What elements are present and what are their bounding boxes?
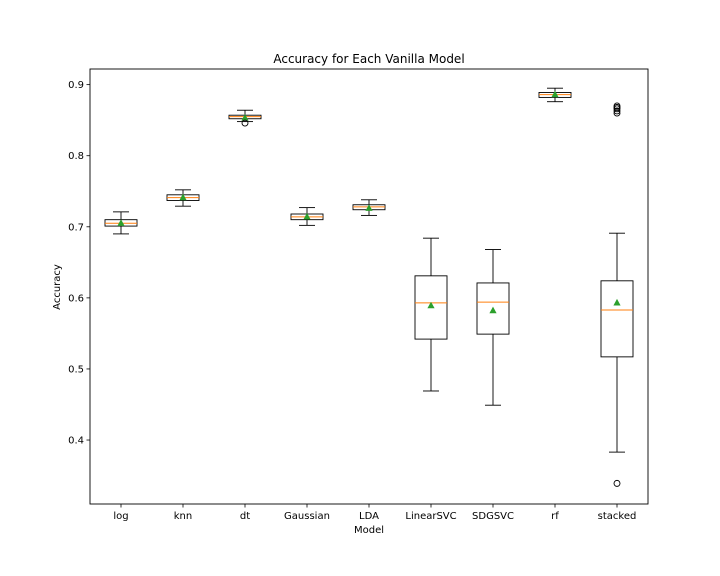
mean-marker (365, 204, 373, 211)
x-tick-label: LDA (359, 511, 379, 522)
mean-marker (303, 212, 311, 220)
iqr-box (414, 275, 448, 340)
x-tick-label: LinearSVC (405, 511, 456, 522)
x-tick-label: log (113, 511, 128, 522)
axes-frame (89, 68, 649, 505)
box-Gaussian (290, 207, 324, 226)
box-log (104, 211, 138, 235)
y-axis-ticks: 0.4 0.5 0.6 0.7 0.8 0.9 (68, 80, 90, 447)
mean-marker (551, 90, 559, 98)
outlier-point (241, 119, 249, 127)
outlier-point (613, 102, 621, 110)
box-LDA (352, 199, 386, 216)
mean-marker (613, 298, 621, 306)
mean-marker (427, 301, 435, 309)
iqr-box (600, 280, 634, 358)
outlier-point (613, 107, 621, 115)
box-knn (166, 189, 200, 207)
y-tick-label: 0.4 (68, 436, 84, 447)
x-tick-label: dt (240, 511, 250, 522)
mean-marker (241, 114, 249, 121)
y-tick-label: 0.9 (68, 80, 84, 91)
x-tick-label: rf (551, 511, 559, 522)
chart-title: Accuracy for Each Vanilla Model (273, 52, 464, 66)
x-tick-label: knn (174, 511, 192, 522)
box-LinearSVC (414, 237, 448, 392)
x-axis-label: Model (354, 525, 384, 536)
box-rf (538, 87, 572, 103)
y-tick-label: 0.5 (68, 364, 84, 375)
iqr-box (476, 282, 510, 335)
y-axis-label: Accuracy (52, 264, 63, 310)
y-tick-label: 0.8 (68, 151, 84, 162)
box-SDGSVC (476, 249, 510, 406)
x-tick-label: SDGSVC (472, 511, 514, 522)
x-tick-label: Gaussian (284, 511, 330, 522)
box-stacked (600, 102, 634, 487)
x-tick-label: stacked (598, 511, 637, 522)
plot-area (104, 87, 634, 487)
outlier-point (613, 479, 621, 487)
y-tick-label: 0.6 (68, 293, 84, 304)
box-dt (228, 109, 262, 127)
mean-marker (117, 219, 125, 226)
y-tick-label: 0.7 (68, 222, 84, 233)
mean-marker (179, 193, 187, 201)
mean-marker (489, 306, 497, 314)
x-axis-ticks: log knn dt Gaussian LDA LinearSVC SDGSVC rf stac… (113, 504, 636, 522)
